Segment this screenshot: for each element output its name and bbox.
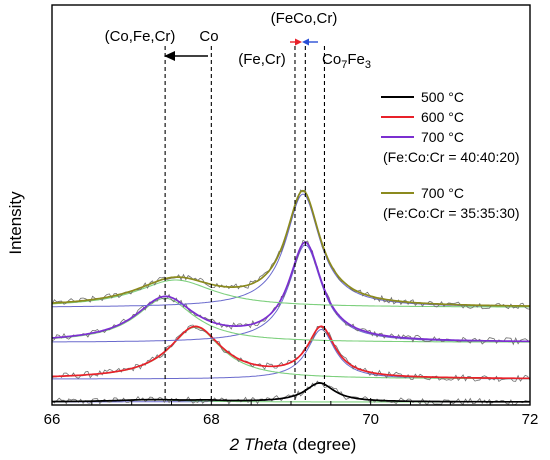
reference-lines-layer [164, 46, 326, 402]
shift-arrow-red [290, 38, 302, 46]
series-line-3 [51, 189, 530, 307]
series-line-2 [51, 241, 530, 343]
annotation-fe-cr: (Fe,Cr) [238, 51, 286, 68]
raw-data-1 [51, 324, 531, 383]
annotation-co7fe3: Co7Fe3 [322, 51, 371, 71]
annotation-co-fe-cr: (Co,Fe,Cr) [105, 28, 176, 45]
series-1 [51, 324, 531, 383]
legend-note-700b: (Fe:Co:Cr = 35:35:30) [383, 205, 520, 221]
fit-background-1 [52, 328, 530, 380]
shift-arrow-co [164, 51, 208, 61]
co7fe3-sub2: 3 [365, 59, 371, 71]
x-tick-label-3: 72 [522, 411, 539, 428]
shift-arrow-blue [302, 38, 318, 46]
co7fe3-sub1: 7 [341, 59, 347, 71]
co7fe3-prefix: Co [322, 51, 341, 68]
y-axis-label: Intensity [6, 191, 25, 255]
x-axis: 66 68 70 72 [44, 398, 539, 428]
raw-data-3 [51, 189, 531, 310]
x-tick-label-0: 66 [44, 411, 61, 428]
legend-label-700b: 700 °C [421, 185, 464, 201]
series-layer [51, 189, 531, 406]
x-axis-label: 2 Theta (degree) [229, 435, 357, 454]
x-axis-label-unit: (degree) [287, 435, 356, 454]
legend-label-700a: 700 °C [421, 129, 464, 145]
annotation-co: Co [199, 28, 218, 45]
x-axis-label-italic: 2 Theta [229, 435, 288, 454]
series-line-1 [51, 325, 530, 380]
x-tick-label-2: 70 [362, 411, 379, 428]
fit-component-2 [51, 297, 530, 343]
annotation-feco-cr: (FeCo,Cr) [271, 10, 338, 27]
legend-label-500: 500 °C [421, 89, 464, 105]
series-3 [51, 189, 531, 310]
raw-data-2 [51, 239, 531, 346]
legend-note-700a: (Fe:Co:Cr = 40:40:20) [383, 149, 520, 165]
series-2 [51, 239, 531, 346]
co7fe3-mid: Fe [347, 51, 365, 68]
x-tick-label-1: 68 [203, 411, 220, 428]
legend: 500 °C 600 °C 700 °C (Fe:Co:Cr = 40:40:2… [381, 89, 520, 221]
legend-label-600: 600 °C [421, 109, 464, 125]
